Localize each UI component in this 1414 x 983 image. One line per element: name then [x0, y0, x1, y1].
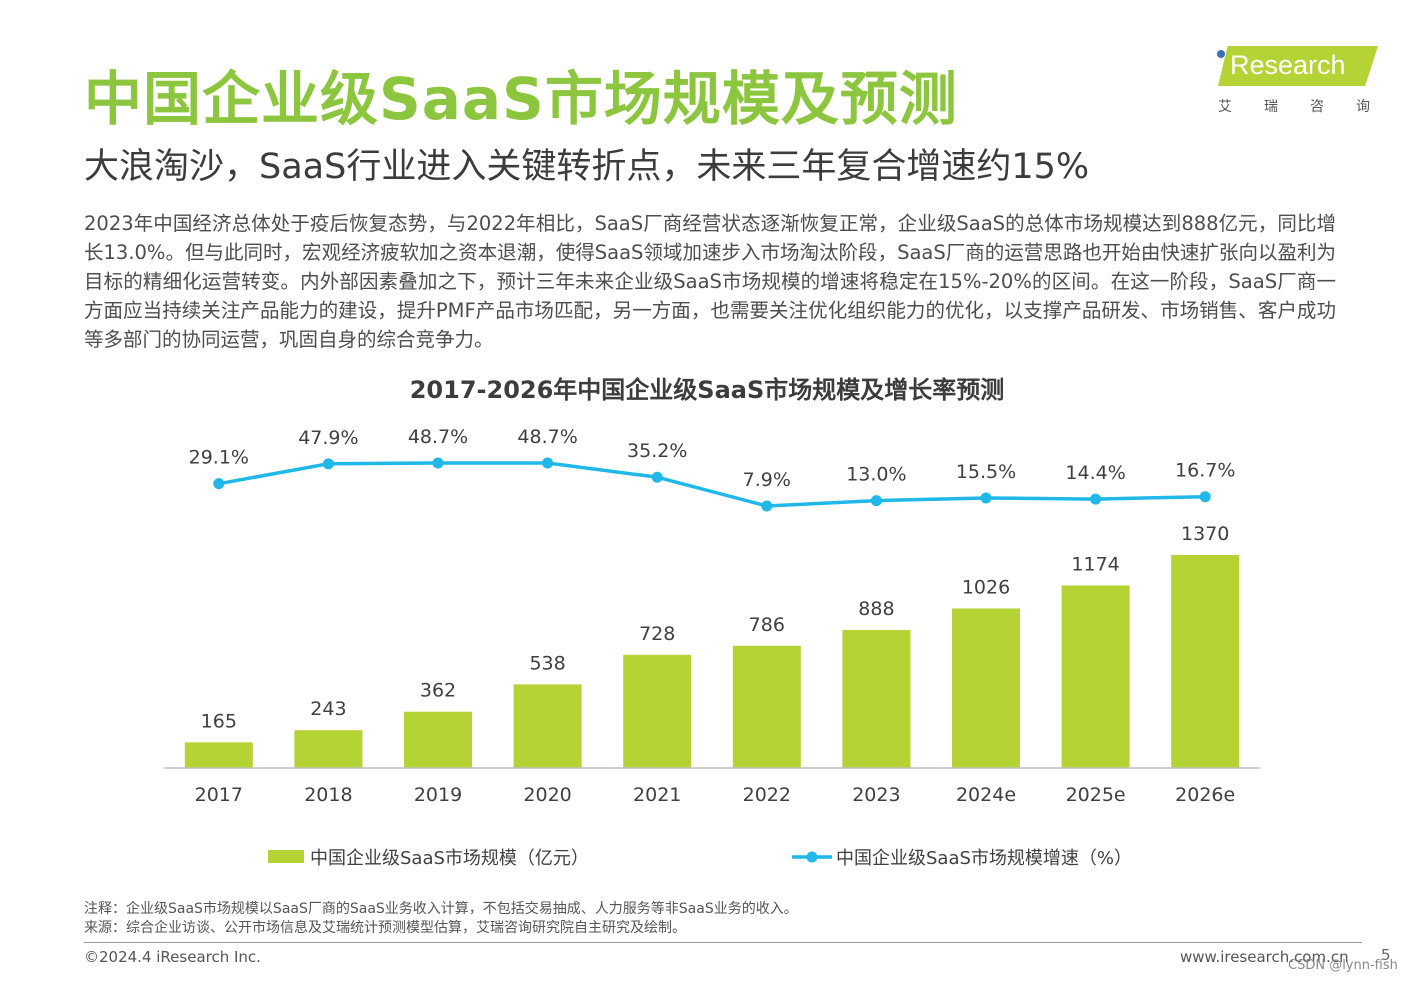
legend-bar-swatch: [268, 850, 304, 863]
x-tick-label: 2024e: [956, 784, 1016, 806]
page-title: 中国企业级SaaS市场规模及预测: [84, 65, 958, 133]
bar-2022: [732, 645, 801, 768]
note-text: 注释：企业级SaaS市场规模以SaaS厂商的SaaS业务收入计算，不包括交易抽成…: [84, 901, 798, 917]
source-text: 来源：综合企业访谈、公开市场信息及艾瑞统计预测模型估算，艾瑞咨询研究院自主研究及…: [84, 920, 686, 936]
growth-value-label: 35.2%: [627, 440, 687, 462]
watermark: CSDN @lynn-fish: [1288, 958, 1398, 973]
growth-value-label: 47.9%: [298, 427, 358, 449]
bar-value-label: 1174: [1071, 553, 1119, 575]
bar-value-label: 362: [420, 680, 456, 702]
bar-2024e: [952, 608, 1020, 768]
growth-value-label: 7.9%: [743, 469, 791, 491]
bar-2021: [623, 654, 692, 768]
logo-dot-icon: [1217, 50, 1225, 58]
logo-text: Research: [1230, 50, 1346, 80]
growth-value-label: 14.4%: [1065, 462, 1125, 484]
bar-value-label: 888: [858, 598, 894, 620]
growth-value-label: 16.7%: [1175, 460, 1235, 482]
growth-value-label: 15.5%: [956, 461, 1016, 483]
x-tick-label: 2022: [743, 784, 791, 806]
bar-2019: [404, 711, 472, 768]
x-tick-label: 2023: [852, 784, 900, 806]
bar-value-label: 165: [201, 710, 237, 732]
growth-point-2025e: [1090, 493, 1102, 505]
logo-band: [1218, 46, 1378, 86]
growth-value-label: 48.7%: [517, 426, 577, 448]
legend-line-marker: [806, 851, 818, 863]
iresearch-logo: Research 艾瑞咨询: [1212, 42, 1382, 117]
footer-divider: [84, 942, 1362, 943]
x-tick-label: 2026e: [1175, 784, 1235, 806]
bar-value-label: 786: [749, 614, 785, 636]
growth-value-label: 13.0%: [846, 464, 906, 486]
legend-bar-label: 中国企业级SaaS市场规模（亿元）: [310, 848, 589, 869]
bar-2017: [184, 742, 253, 768]
chart-title: 2017-2026年中国企业级SaaS市场规模及增长率预测: [409, 376, 1005, 404]
page-subtitle: 大浪淘沙，SaaS行业进入关键转折点，未来三年复合增速约15%: [84, 147, 1090, 187]
bar-2020: [513, 684, 582, 768]
x-tick-label: 2025e: [1066, 784, 1126, 806]
growth-point-2017: [213, 478, 225, 490]
x-tick-label: 2018: [304, 784, 352, 806]
copyright: ©2024.4 iResearch Inc.: [84, 948, 261, 966]
growth-point-2023: [870, 495, 882, 507]
growth-point-2019: [432, 457, 444, 469]
x-tick-label: 2020: [523, 784, 571, 806]
growth-point-2021: [651, 471, 663, 483]
bar-value-label: 1026: [962, 576, 1010, 598]
growth-point-2022: [761, 500, 773, 512]
growth-point-2026e: [1199, 491, 1211, 503]
growth-point-2024e: [980, 492, 992, 504]
bar-value-label: 728: [639, 623, 675, 645]
bar-value-label: 538: [529, 652, 565, 674]
notes: 注释：企业级SaaS市场规模以SaaS厂商的SaaS业务收入计算，不包括交易抽成…: [84, 900, 798, 938]
growth-value-label: 29.1%: [189, 447, 249, 469]
bar-2023: [842, 629, 911, 768]
x-tick-label: 2021: [633, 784, 681, 806]
legend-line-label: 中国企业级SaaS市场规模增速（%）: [836, 848, 1132, 869]
growth-point-2018: [322, 458, 334, 470]
bar-2026e: [1171, 555, 1240, 768]
x-tick-label: 2019: [414, 784, 462, 806]
bar-2025e: [1061, 585, 1130, 768]
growth-rate-line: [218, 461, 1206, 508]
x-tick-label: 2017: [195, 784, 243, 806]
website-link[interactable]: www.iresearch.com.cn: [1180, 948, 1349, 966]
summary-paragraph: 2023年中国经济总体处于疫后恢复态势，与2022年相比，SaaS厂商经营状态逐…: [84, 212, 1336, 351]
logo-subtitle: 艾瑞咨询: [1218, 99, 1402, 115]
bar-2018: [294, 730, 363, 768]
bar-value-label: 243: [310, 698, 346, 720]
page-number: 5: [1381, 946, 1391, 964]
growth-point-2020: [542, 457, 554, 469]
growth-value-label: 48.7%: [408, 426, 468, 448]
chart: 165 2017 243 2018 362 2019 538 2020 728 2021 786 20…: [164, 426, 1260, 869]
bar-value-label: 1370: [1181, 523, 1229, 545]
